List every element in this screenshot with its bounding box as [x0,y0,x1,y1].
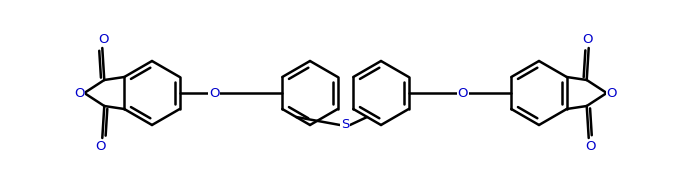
Text: O: O [209,87,219,100]
Text: O: O [74,87,84,100]
Text: O: O [95,140,106,154]
Text: S: S [341,119,349,132]
Text: O: O [585,140,596,154]
Text: O: O [457,87,468,100]
Text: O: O [583,33,593,46]
Text: O: O [607,87,617,100]
Text: O: O [98,33,108,46]
